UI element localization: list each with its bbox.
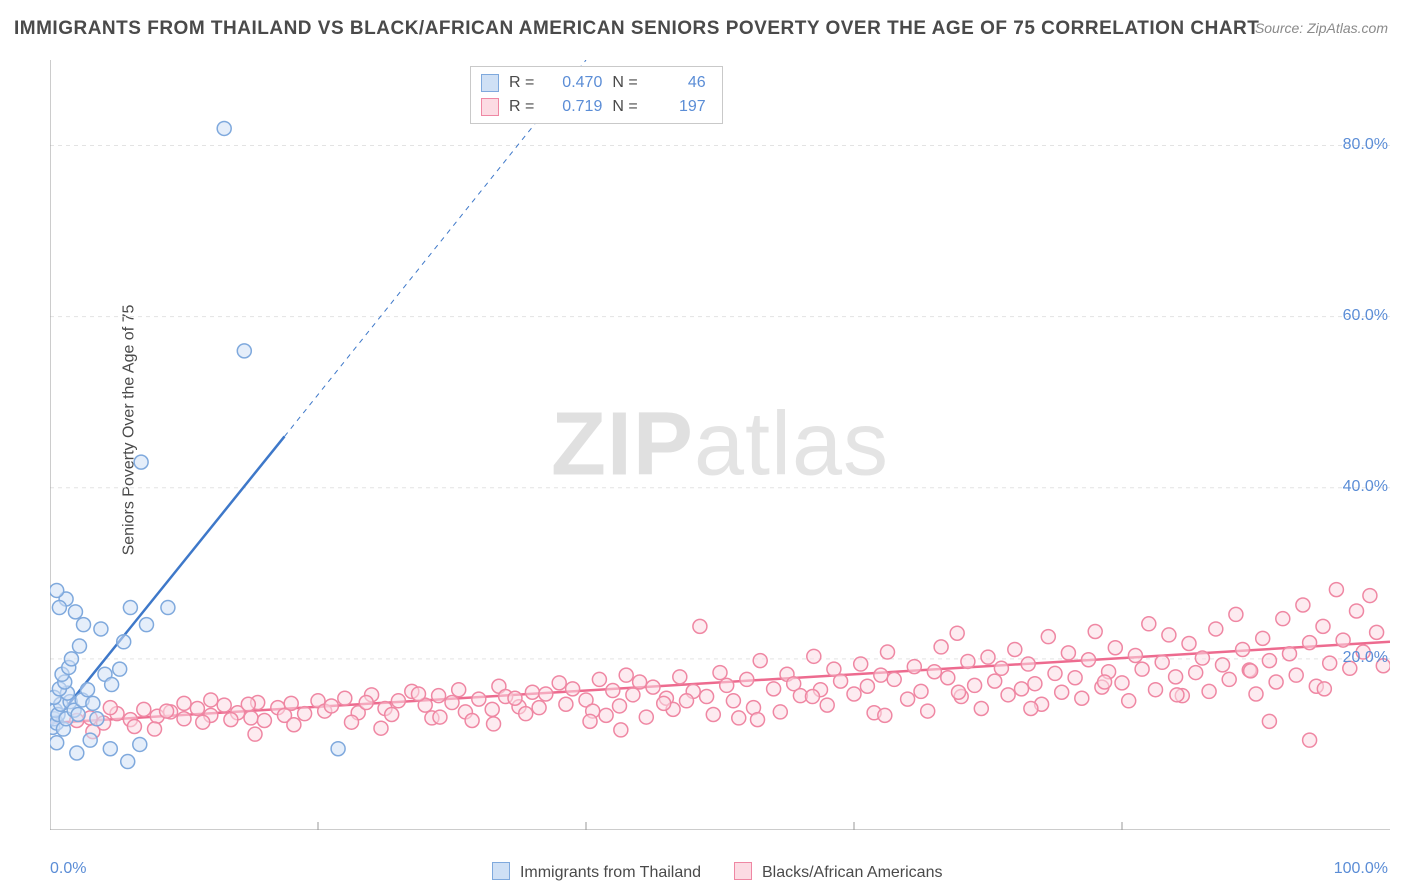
stats-swatch-s2: [481, 98, 499, 116]
stats-row-s1: R = 0.470 N = 46: [481, 71, 706, 95]
plot-svg: [50, 60, 1390, 830]
stats-swatch-s1: [481, 74, 499, 92]
y-tick-label: 60.0%: [1343, 307, 1388, 325]
stats-row-s2: R = 0.719 N = 197: [481, 95, 706, 119]
stats-n-label: N =: [612, 95, 637, 119]
legend-swatch-s2: [734, 862, 752, 880]
source-attribution: Source: ZipAtlas.com: [1255, 20, 1388, 36]
legend-label-s2: Blacks/African Americans: [762, 864, 943, 881]
stats-r-value-s2: 0.719: [544, 95, 602, 119]
scatter-plot: ZIPatlas: [50, 60, 1390, 830]
stats-r-value-s1: 0.470: [544, 71, 602, 95]
y-tick-label: 40.0%: [1343, 478, 1388, 496]
y-tick-label: 80.0%: [1343, 136, 1388, 154]
stats-r-label: R =: [509, 95, 534, 119]
stats-n-value-s2: 197: [648, 95, 706, 119]
legend-swatch-s1: [492, 862, 510, 880]
x-legend: Immigrants from Thailand Blacks/African …: [0, 862, 1406, 882]
stats-n-label: N =: [612, 71, 637, 95]
chart-title: IMMIGRANTS FROM THAILAND VS BLACK/AFRICA…: [14, 18, 1259, 40]
stats-r-label: R =: [509, 71, 534, 95]
legend-label-s1: Immigrants from Thailand: [520, 864, 701, 881]
y-tick-label: 20.0%: [1343, 649, 1388, 667]
stats-n-value-s1: 46: [648, 71, 706, 95]
y-axis-label-container: Seniors Poverty Over the Age of 75: [0, 0, 50, 830]
stats-legend: R = 0.470 N = 46 R = 0.719 N = 197: [470, 66, 723, 124]
